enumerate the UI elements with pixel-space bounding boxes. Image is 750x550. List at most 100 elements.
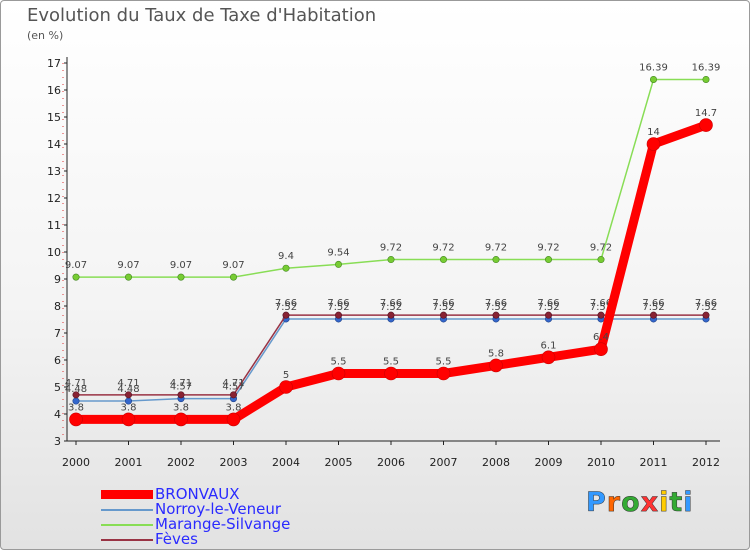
chart-unit-label: (en %) [27, 29, 64, 42]
data-label: 16.39 [639, 62, 668, 73]
data-point [334, 260, 342, 268]
data-point [699, 118, 713, 132]
data-point [72, 391, 80, 399]
legend-label: BRONVAUX [155, 485, 240, 503]
legend-swatch [101, 524, 153, 526]
data-label: 3.8 [226, 402, 242, 413]
legend-label: Norroy-le-Veneur [155, 500, 282, 518]
x-tick-label: 2002 [167, 456, 195, 469]
y-tick-label: 11 [47, 219, 61, 232]
data-label: 5.8 [488, 348, 504, 359]
data-point [125, 391, 133, 399]
data-point [439, 256, 447, 264]
data-point [702, 75, 710, 83]
data-label: 9.07 [222, 260, 244, 271]
data-label: 4.71 [170, 378, 192, 389]
data-point [384, 366, 398, 381]
y-tick-label: 9 [54, 273, 61, 286]
x-tick-label: 2005 [325, 456, 353, 469]
data-point [121, 412, 136, 427]
data-point [492, 311, 500, 319]
legend-label: Marange-Silvange [155, 515, 291, 533]
data-label: 7.52 [695, 302, 717, 313]
data-label: 4.71 [222, 378, 244, 389]
y-tick-label: 17 [47, 57, 61, 70]
data-label: 9.72 [380, 243, 402, 254]
data-label: 7.66 [590, 298, 612, 309]
data-point [69, 412, 83, 427]
data-label: 7.66 [327, 298, 349, 309]
data-point [646, 137, 661, 151]
y-tick-label: 8 [54, 300, 61, 313]
data-label: 7.52 [642, 302, 664, 313]
legend-label: Fèves [155, 530, 198, 548]
x-tick-label: 2009 [535, 456, 563, 469]
x-tick-label: 2003 [220, 456, 248, 469]
data-point [649, 311, 657, 319]
data-label: 3.8 [121, 402, 137, 413]
data-label: 7.66 [485, 298, 507, 309]
data-point [541, 350, 556, 365]
data-label: 14.7 [695, 108, 717, 119]
logo-letter: t [669, 487, 684, 519]
y-tick-label: 4 [54, 408, 61, 421]
data-label: 4.71 [65, 378, 87, 389]
data-label: 5.5 [331, 357, 347, 368]
legend-swatch [101, 509, 153, 511]
data-label: 9.07 [65, 260, 87, 271]
data-point [702, 311, 710, 319]
series-f-ves: 4.71 4.71 4.71 4.71 7.66 7.66 7.66 7.66 7.66 7.66… [65, 298, 717, 399]
data-point [331, 366, 346, 381]
data-point [387, 256, 395, 264]
data-label: 9.07 [117, 260, 139, 271]
data-point [544, 311, 552, 319]
data-point [177, 391, 185, 399]
data-point [230, 391, 238, 399]
data-point [174, 412, 188, 427]
data-label: 3.8 [68, 402, 84, 413]
data-point [226, 412, 241, 427]
data-point [597, 256, 605, 264]
x-tick-label: 2007 [430, 456, 458, 469]
data-label: 9.72 [590, 243, 612, 254]
data-label: 7.52 [537, 302, 559, 313]
y-tick-label: 12 [47, 192, 61, 205]
data-point [282, 311, 290, 319]
data-label: 9.07 [170, 260, 192, 271]
data-point [125, 273, 133, 281]
x-tick-label: 2001 [115, 456, 143, 469]
data-label: 16.39 [692, 62, 721, 73]
logo-letter: i [683, 487, 694, 519]
x-tick-label: 2010 [587, 456, 615, 469]
data-label: 7.52 [327, 302, 349, 313]
data-label: 7.66 [275, 298, 297, 309]
data-label: 9.72 [537, 243, 559, 254]
proxiti-logo: Proxiti [586, 487, 694, 519]
data-point [387, 311, 395, 319]
x-tick-label: 2000 [62, 456, 90, 469]
series-norroy-le-veneur: 4.48 4.48 4.57 4.57 7.52 7.52 7.52 7.52 7.52 7.52… [65, 302, 717, 405]
data-label: 6.4 [593, 332, 609, 343]
x-tick-label: 2011 [640, 456, 668, 469]
data-point [279, 380, 293, 394]
data-label: 4.57 [170, 382, 192, 393]
data-label: 7.66 [380, 298, 402, 309]
x-tick-label: 2006 [377, 456, 405, 469]
data-point [492, 256, 500, 264]
data-point [594, 342, 608, 357]
data-label: 7.52 [432, 302, 454, 313]
data-label: 9.72 [432, 243, 454, 254]
data-label: 7.66 [695, 298, 717, 309]
data-label: 9.4 [278, 251, 294, 262]
y-tick-label: 3 [54, 435, 61, 448]
data-label: 9.72 [485, 243, 507, 254]
data-label: 4.57 [222, 382, 244, 393]
data-label: 7.52 [485, 302, 507, 313]
data-label: 7.66 [642, 298, 664, 309]
x-tick-label: 2008 [482, 456, 510, 469]
data-point [436, 366, 451, 381]
data-label: 5.5 [436, 357, 452, 368]
x-tick-label: 2004 [272, 456, 300, 469]
